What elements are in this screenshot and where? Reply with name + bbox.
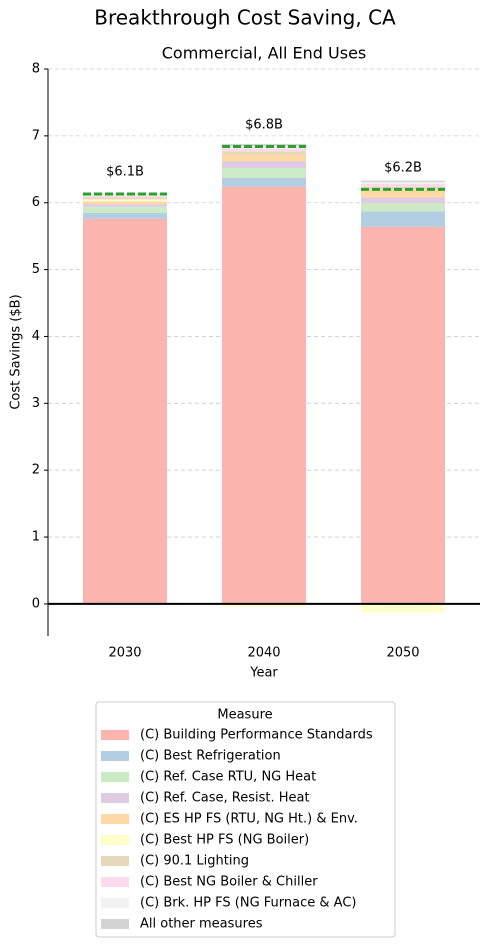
total-label: $6.1B	[106, 165, 144, 180]
bar-segment	[222, 186, 306, 604]
bar-segment	[222, 145, 306, 149]
legend-box	[95, 701, 396, 938]
bar-segment	[83, 212, 167, 219]
x-tick-label: 2050	[386, 646, 419, 661]
legend-label: (C) 90.1 Lighting	[140, 854, 249, 869]
bar-segment	[222, 177, 306, 187]
legend-swatch	[101, 751, 129, 761]
bar-segment	[83, 194, 167, 197]
legend-swatch	[101, 877, 129, 887]
bar-segment	[83, 204, 167, 207]
total-label: $6.2B	[384, 161, 422, 176]
legend-label: (C) Best Refrigeration	[140, 749, 281, 764]
x-axis-label: Year	[249, 666, 278, 681]
legend-swatch	[101, 793, 129, 803]
legend-label: (C) Best HP FS (NG Boiler)	[140, 833, 309, 848]
legend-label: (C) Ref. Case RTU, NG Heat	[140, 770, 316, 785]
legend-label: All other measures	[140, 917, 263, 932]
bar-segment	[361, 197, 445, 204]
legend-label: (C) ES HP FS (RTU, NG Ht.) & Env.	[140, 812, 358, 827]
legend-swatch	[101, 898, 129, 908]
y-axis-label: Cost Savings ($B)	[9, 294, 24, 409]
legend-swatch	[101, 919, 129, 929]
bar-segment	[222, 148, 306, 152]
y-tick-label: 8	[32, 62, 40, 77]
legend-label: (C) Best NG Boiler & Chiller	[140, 875, 318, 890]
legend-label: (C) Building Performance Standards	[140, 728, 373, 743]
bar-segment	[361, 189, 445, 198]
bar-segment	[361, 186, 445, 190]
legend-swatch	[101, 730, 129, 740]
bar-segment	[361, 181, 445, 185]
y-tick-label: 5	[32, 262, 40, 277]
y-tick-label: 7	[32, 128, 40, 143]
bar-segment	[361, 184, 445, 187]
y-tick-label: 3	[32, 396, 40, 411]
y-tick-label: 1	[32, 530, 40, 545]
x-tick-label: 2030	[108, 646, 141, 661]
bar-segment	[83, 196, 167, 198]
bar-segment	[83, 201, 167, 205]
bar-segment	[361, 226, 445, 604]
bar-segment	[361, 603, 445, 613]
x-tick-label: 2040	[247, 646, 280, 661]
legend-title: Measure	[217, 708, 272, 723]
y-tick-label: 2	[32, 463, 40, 478]
bar-segment	[222, 167, 306, 178]
chart-title: Breakthrough Cost Saving, CA	[94, 6, 396, 30]
legend-label: (C) Ref. Case, Resist. Heat	[140, 791, 310, 806]
bar-segment	[361, 211, 445, 227]
bar-segment	[222, 151, 306, 155]
y-tick-label: 6	[32, 195, 40, 210]
legend-swatch	[101, 856, 129, 866]
legend-swatch	[101, 814, 129, 824]
y-tick-label: 4	[32, 329, 40, 344]
bar-segment	[222, 161, 306, 168]
bar-segment	[83, 199, 167, 202]
bar-segment	[83, 218, 167, 604]
total-label: $6.8B	[245, 118, 283, 133]
y-tick-label: 0	[32, 596, 40, 611]
bar-segment	[83, 194, 167, 195]
bar-segment	[361, 203, 445, 212]
bar-segment	[222, 154, 306, 162]
bar-segment	[222, 143, 306, 146]
bar-segment	[83, 206, 167, 213]
legend-label: (C) Brk. HP FS (NG Furnace & AC)	[140, 896, 356, 911]
chart-subtitle: Commercial, All End Uses	[162, 44, 367, 63]
bar-segment	[361, 180, 445, 182]
legend-swatch	[101, 772, 129, 782]
bar-segment	[83, 197, 167, 200]
bar-segment	[222, 603, 306, 607]
legend-swatch	[101, 835, 129, 845]
